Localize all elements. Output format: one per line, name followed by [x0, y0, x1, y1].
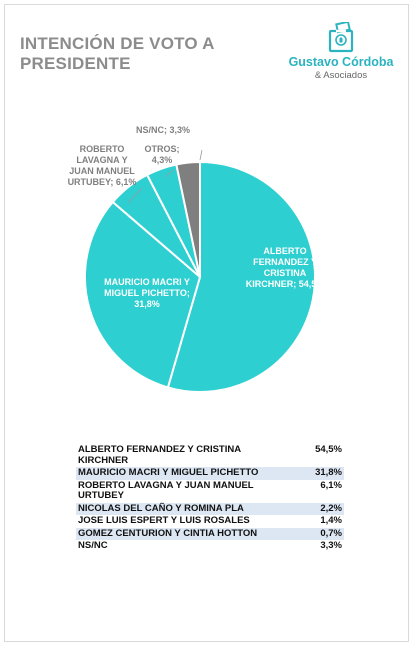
table-row: ROBERTO LAVAGNA Y JUAN MANUEL URTUBEY 6,1… [76, 480, 344, 503]
title-line-1: INTENCIÓN DE VOTO A [20, 34, 215, 53]
pie-slice-1 [166, 160, 316, 393]
slice-leader-line-4 [164, 169, 174, 178]
title-line-2: PRESIDENTE [20, 54, 131, 73]
vote-percentage: 0,7% [290, 527, 344, 540]
slice-leader-line-3 [127, 187, 143, 204]
slice-label-2: MAURICIO MACRI Y MIGUEL PICHETTO; 31,8% [104, 277, 190, 309]
pie-chart: ALBERTO FERNANDEZ Y CRISTINA KIRCHNER; 54,5… [67, 125, 325, 393]
page-title: INTENCIÓN DE VOTO A PRESIDENTE [20, 34, 250, 74]
candidate-name: NICOLAS DEL CAÑO Y ROMINA PLA [76, 502, 290, 515]
slice-label-4: OTROS; 4,3% [145, 144, 180, 165]
vote-percentage: 2,2% [290, 502, 344, 515]
vote-percentage: 6,1% [320, 479, 342, 491]
vote-percentage: 1,4% [320, 515, 342, 526]
candidate-name: ROBERTO LAVAGNA Y JUAN MANUEL URTUBEY [78, 479, 254, 501]
table-row: NICOLAS DEL CAÑO Y ROMINA PLA 2,2% [76, 502, 344, 515]
results-table: ALBERTO FERNANDEZ Y CRISTINA KIRCHNER 54,… [76, 444, 344, 553]
slice-label-3: ROBERTO LAVAGNA Y JUAN MANUEL URTUBEY; 6,1% [68, 144, 137, 187]
company-logo: Gustavo Córdoba & Asociados [285, 22, 397, 82]
slice-label-1: ALBERTO FERNANDEZ Y CRISTINA KIRCHNER; 54,5… [246, 246, 325, 289]
slice-label-5: NS/NC; 3,3% [136, 125, 190, 135]
pie-slice-2 [84, 200, 202, 389]
table-row: NS/NC 3,3% [76, 540, 344, 553]
candidate-name: NS/NC [78, 540, 108, 551]
candidate-name: GOMEZ CENTURION Y CINTIA HOTTON [76, 527, 290, 540]
table-row: ALBERTO FERNANDEZ Y CRISTINA KIRCHNER 54,… [76, 444, 344, 467]
slice-leader-line-5 [199, 149, 203, 161]
pie-slice-5 [175, 160, 201, 278]
ballot-box-icon [328, 22, 354, 53]
logo-subtitle: & Asociados [314, 70, 368, 81]
candidate-name: MAURICIO MACRI Y MIGUEL PICHETTO [76, 467, 290, 480]
table-row: GOMEZ CENTURION Y CINTIA HOTTON 0,7% [76, 527, 344, 540]
candidate-name: JOSE LUIS ESPERT Y LUIS ROSALES [78, 515, 250, 526]
candidate-name: ALBERTO FERNANDEZ Y CRISTINA KIRCHNER [78, 444, 241, 466]
table-row: JOSE LUIS ESPERT Y LUIS ROSALES 1,4% [76, 515, 344, 528]
vote-percentage: 31,8% [290, 467, 344, 480]
table-row: MAURICIO MACRI Y MIGUEL PICHETTO 31,8% [76, 467, 344, 480]
vote-percentage: 54,5% [315, 444, 342, 455]
vote-percentage: 3,3% [320, 540, 342, 551]
logo-name: Gustavo Córdoba [288, 55, 394, 69]
